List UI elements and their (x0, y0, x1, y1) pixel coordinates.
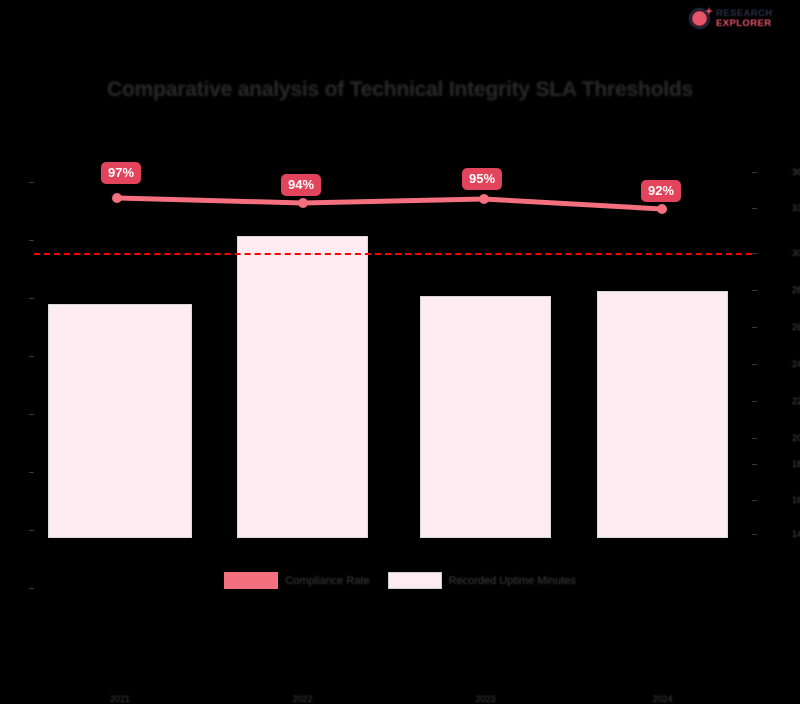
y-axis-right-tick-label: 2200 (792, 396, 800, 406)
y-axis-right-tick-label: 2800 (792, 285, 800, 295)
threshold-line (34, 253, 752, 255)
legend-item-line[interactable]: Compliance Rate (224, 572, 370, 589)
data-label-2021: 97% (100, 162, 142, 184)
y-axis-right-tickmark (752, 500, 757, 501)
y-axis-right-tickmark (752, 253, 757, 254)
y-axis-left-tickmark (29, 356, 34, 357)
line-marker-2023[interactable] (479, 194, 489, 204)
y-axis-right-tick-label: 1600 (792, 495, 800, 505)
data-label-2022: 94% (280, 174, 322, 196)
line-series-layer (112, 193, 667, 214)
x-axis-tick-label: 2022 (292, 694, 313, 704)
y-axis-right-tickmark (752, 464, 757, 465)
bar-2022[interactable] (237, 236, 368, 538)
legend-label-line: Compliance Rate (285, 574, 370, 587)
y-axis-left-tickmark (29, 588, 34, 589)
plot-area: 97%94%95%92% 100%90%80%70%60%50%40%30% 3… (29, 150, 800, 704)
y-axis-right-tickmark (752, 364, 757, 365)
y-axis-right-tickmark (752, 208, 757, 209)
y-axis-left-tickmark (29, 298, 34, 299)
y-axis-right-tick-label: 3300 (792, 203, 800, 213)
y-axis-right-tick-label: 2400 (792, 359, 800, 369)
logo-line-1: RESEARCH (716, 8, 773, 20)
x-axis-tick-label: 2024 (652, 694, 673, 704)
logo-mark-icon (688, 7, 713, 31)
y-axis-right-tickmark (752, 438, 757, 439)
data-label-2023: 95% (461, 168, 503, 190)
data-label-2024: 92% (640, 180, 682, 202)
y-axis-right-tickmark (752, 290, 757, 291)
line-path (114, 195, 665, 212)
legend-swatch-line-icon (224, 572, 279, 589)
y-axis-right-tickmark (752, 172, 757, 173)
line-marker-2024[interactable] (657, 204, 667, 214)
y-axis-right-tick-label: 2600 (792, 322, 800, 332)
chart-legend: Compliance Rate Recorded Uptime Minutes (0, 572, 800, 589)
legend-label-bar: Recorded Uptime Minutes (448, 574, 576, 587)
logo-line-2: EXPLORER (716, 18, 772, 29)
chart-canvas: RESEARCH EXPLORER Comparative analysis o… (0, 4, 800, 704)
x-axis-tick-label: 2021 (109, 694, 131, 704)
line-marker-2021[interactable] (112, 193, 122, 203)
y-axis-right-tickmark (752, 327, 757, 328)
y-axis-left-tickmark (29, 182, 34, 183)
brand-logo: RESEARCH EXPLORER (688, 4, 792, 34)
y-axis-right-tickmark (752, 534, 757, 535)
y-axis-right-tick-label: 3000 (792, 248, 800, 258)
y-axis-left-tickmark (29, 472, 34, 473)
y-axis-right-tick-label: 1400 (792, 529, 800, 539)
legend-swatch-bar-icon (387, 572, 442, 589)
y-axis-left-tickmark (29, 414, 34, 415)
legend-item-bar[interactable]: Recorded Uptime Minutes (387, 572, 576, 589)
x-axis-tick-label: 2023 (475, 694, 496, 704)
y-axis-right-tickmark (752, 401, 757, 402)
y-axis-right-tick-label: 1800 (792, 459, 800, 469)
bar-2023[interactable] (420, 296, 551, 538)
y-axis-left-tickmark (29, 530, 34, 531)
y-axis-right-tick-label: 3600 (792, 167, 800, 177)
y-axis-right-tick-label: 2000 (792, 433, 800, 443)
chart-title: Comparative analysis of Technical Integr… (107, 78, 693, 101)
y-axis-left-tickmark (29, 240, 34, 241)
logo-text: RESEARCH EXPLORER (716, 9, 773, 29)
bar-2024[interactable] (597, 291, 728, 538)
bar-2021[interactable] (48, 304, 192, 538)
line-marker-2022[interactable] (298, 198, 308, 208)
